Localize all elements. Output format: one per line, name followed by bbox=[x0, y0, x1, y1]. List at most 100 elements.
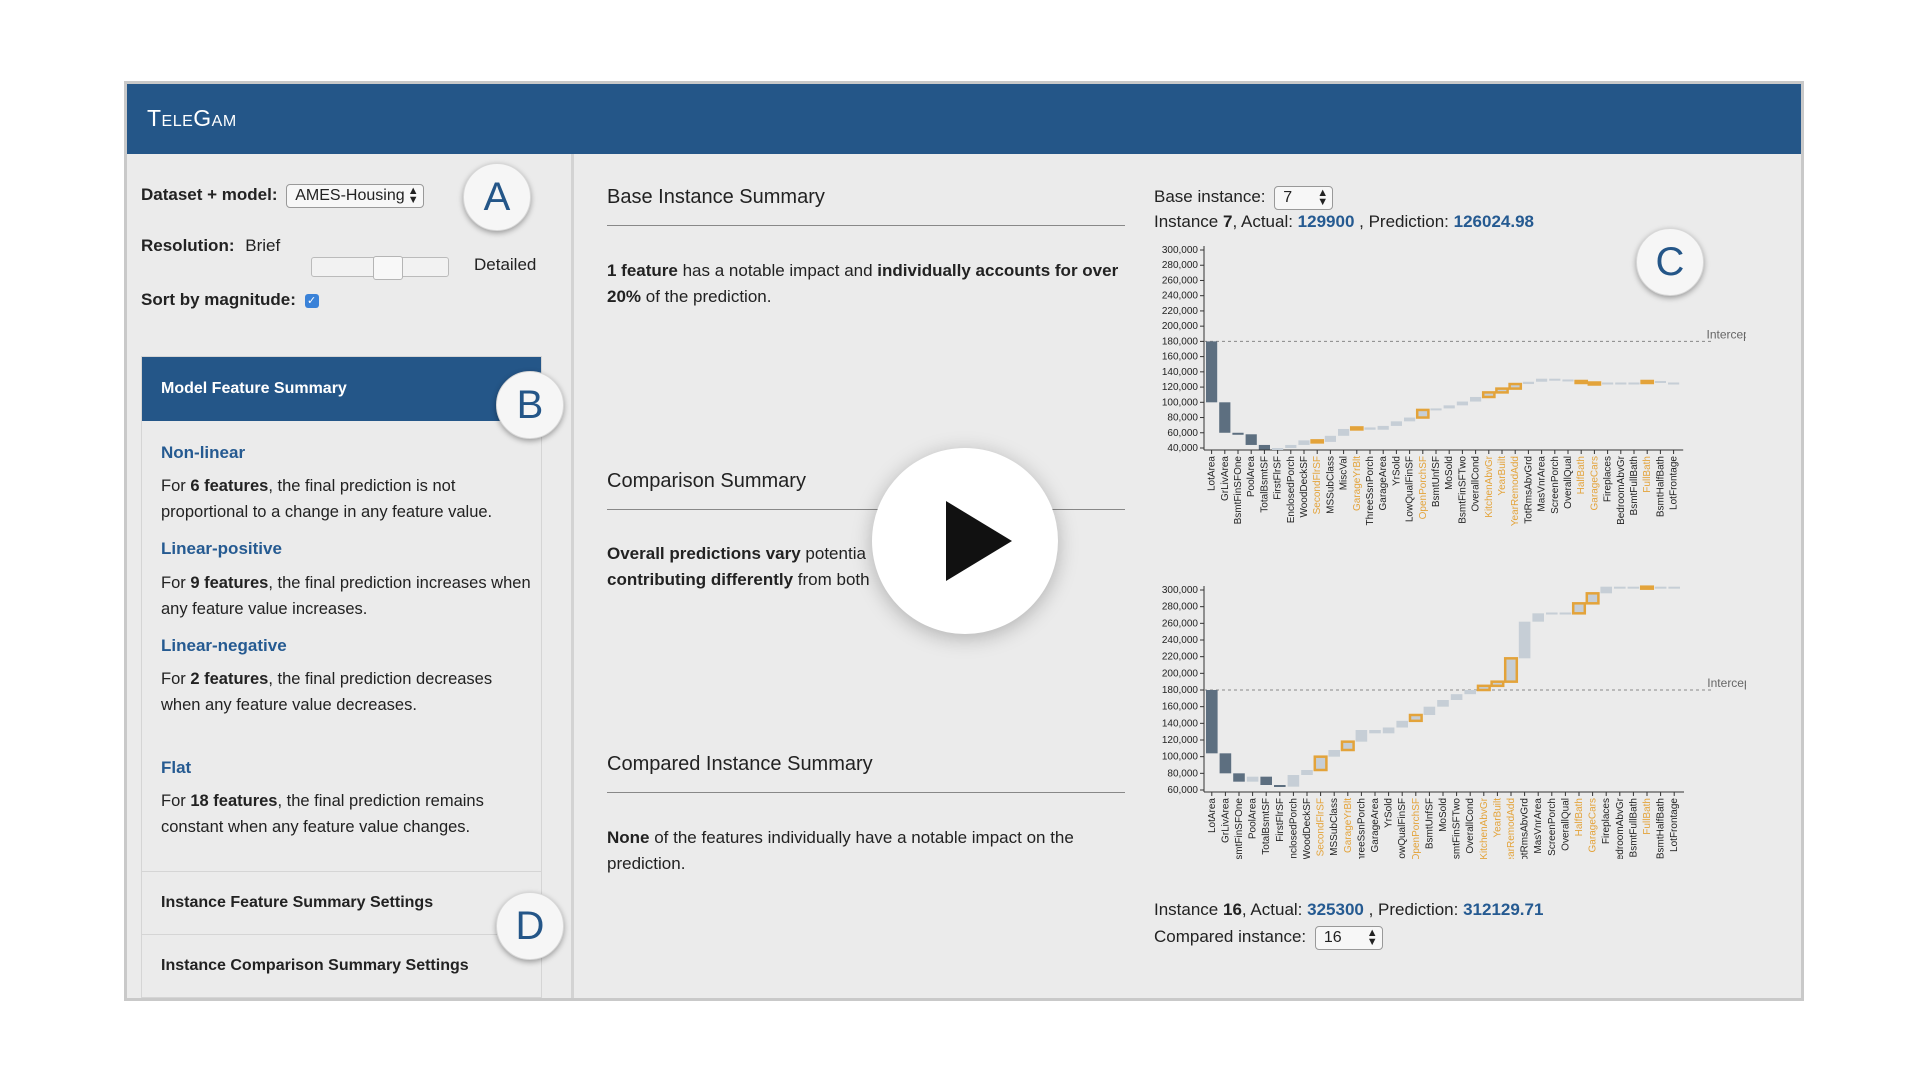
waterfall-bar bbox=[1614, 586, 1626, 589]
waterfall-bar bbox=[1522, 381, 1534, 385]
x-tick-label: BsmtFinSFOne bbox=[1234, 798, 1245, 859]
x-tick-label: BsmtHalfBath bbox=[1655, 456, 1666, 517]
instance-comparison-settings[interactable]: Instance Comparison Summary Settings bbox=[142, 934, 541, 996]
waterfall-bar bbox=[1470, 396, 1482, 402]
x-tick-label: FullBath bbox=[1642, 456, 1653, 493]
waterfall-bar bbox=[1476, 684, 1491, 692]
desc-text: For bbox=[161, 574, 191, 592]
model-feature-summary-panel: Model Feature Summary Non-linear For 6 f… bbox=[141, 356, 542, 998]
waterfall-bar bbox=[1437, 700, 1449, 707]
intercept-label: Intercept bbox=[1706, 327, 1746, 341]
x-tick-label: MSSubClass bbox=[1325, 456, 1336, 514]
waterfall-bar bbox=[1602, 382, 1614, 385]
compared-instance-info: Instance 16, Actual: 325300 , Prediction… bbox=[1154, 900, 1543, 920]
x-tick-label: HalfBath bbox=[1576, 456, 1587, 494]
waterfall-bar bbox=[1232, 432, 1244, 435]
x-tick-label: BsmtUnfSF bbox=[1431, 456, 1442, 507]
y-tick-label: 140,000 bbox=[1162, 718, 1199, 729]
y-tick-label: 100,000 bbox=[1162, 397, 1199, 408]
waterfall-bar bbox=[1382, 727, 1395, 734]
instance-number: 7 bbox=[1223, 212, 1233, 231]
select-arrows-icon: ▲ ▼ bbox=[1366, 927, 1378, 948]
desc-text: For bbox=[161, 477, 191, 495]
x-tick-label: YearRemodAdd bbox=[1506, 798, 1517, 859]
y-tick-label: 220,000 bbox=[1162, 652, 1199, 663]
waterfall-bar bbox=[1274, 785, 1286, 787]
waterfall-bar bbox=[1423, 706, 1436, 715]
desc-text: For bbox=[161, 670, 191, 688]
waterfall-bar bbox=[1456, 401, 1468, 406]
y-tick-label: 240,000 bbox=[1162, 635, 1199, 646]
waterfall-bar bbox=[1571, 602, 1587, 615]
dataset-select[interactable]: AMES-Housing ▲ ▼ bbox=[286, 184, 424, 208]
waterfall-bar bbox=[1313, 755, 1328, 772]
compared-waterfall-chart: 300,000 280,000 260,000 240,000 220,000 200,0… bbox=[1162, 585, 1746, 859]
x-tick-label: YrSold bbox=[1391, 456, 1402, 486]
waterfall-bar bbox=[1654, 586, 1667, 589]
x-tick-label: GrLivArea bbox=[1220, 456, 1231, 501]
play-button[interactable] bbox=[872, 448, 1058, 634]
waterfall-bar bbox=[1219, 402, 1231, 433]
x-tick-label: MoSold bbox=[1444, 456, 1455, 490]
sort-checkbox[interactable]: ✓ bbox=[304, 293, 319, 308]
summary-text: potentia bbox=[800, 544, 866, 563]
waterfall-bar bbox=[1340, 740, 1355, 752]
category-description: For 18 features, the final prediction re… bbox=[161, 788, 531, 840]
x-tick-label: FirstFlrSF bbox=[1275, 798, 1286, 842]
panel-header[interactable]: Model Feature Summary bbox=[142, 357, 541, 421]
waterfall-bar bbox=[1490, 680, 1505, 688]
x-tick-label: TotRmsAbvGrd bbox=[1520, 798, 1531, 859]
y-tick-label: 80,000 bbox=[1167, 413, 1198, 424]
x-tick-label: GarageCars bbox=[1588, 798, 1599, 852]
waterfall-bar bbox=[1518, 621, 1531, 659]
resolution-slider[interactable] bbox=[311, 256, 449, 280]
waterfall-bar bbox=[1349, 426, 1364, 431]
summary-bold: contributing differently bbox=[607, 570, 794, 589]
waterfall-bar bbox=[1258, 444, 1270, 450]
x-tick-label: ThreeSsnPorch bbox=[1365, 456, 1376, 525]
x-tick-label: GarageArea bbox=[1370, 798, 1381, 853]
waterfall-bar bbox=[1310, 439, 1325, 444]
x-tick-label: GarageCars bbox=[1589, 456, 1600, 510]
waterfall-bar bbox=[1481, 391, 1496, 399]
title-bar: TeleGam bbox=[127, 84, 1801, 154]
select-arrows-icon: ▲ ▼ bbox=[1317, 187, 1329, 208]
x-tick-label: SecondFlrSF bbox=[1312, 456, 1323, 514]
compared-instance-row: Compared instance: 16 ▲ ▼ bbox=[1154, 926, 1383, 950]
y-tick-label: 100,000 bbox=[1162, 752, 1199, 763]
waterfall-bar bbox=[1369, 730, 1381, 734]
y-tick-label: 200,000 bbox=[1162, 668, 1199, 679]
desc-count: 18 features bbox=[190, 792, 278, 810]
instance-feature-settings[interactable]: Instance Feature Summary Settings bbox=[142, 871, 541, 933]
dataset-select-value: AMES-Housing bbox=[295, 187, 405, 204]
category-title: Linear-positive bbox=[161, 539, 282, 558]
x-tick-label: LotFrontage bbox=[1669, 456, 1680, 510]
waterfall-bar bbox=[1233, 773, 1245, 782]
x-tick-label: ScreenPorch bbox=[1547, 798, 1558, 856]
base-instance-select[interactable]: 7 ▲ ▼ bbox=[1274, 186, 1334, 210]
y-tick-label: 260,000 bbox=[1162, 618, 1199, 629]
x-tick-label: WoodDeckSF bbox=[1299, 456, 1310, 518]
waterfall-bar bbox=[1654, 380, 1666, 383]
y-tick-label: 80,000 bbox=[1167, 768, 1198, 779]
prediction-value: 126024.98 bbox=[1453, 212, 1534, 231]
waterfall-bar bbox=[1536, 378, 1548, 382]
compared-instance-select[interactable]: 16 ▲ ▼ bbox=[1314, 926, 1383, 950]
waterfall-bar bbox=[1430, 408, 1442, 411]
desc-text: , the final prediction decreases when an… bbox=[161, 670, 493, 714]
y-tick-label: 60,000 bbox=[1167, 785, 1198, 796]
instance-number: 16 bbox=[1223, 900, 1242, 919]
x-tick-label: Fireplaces bbox=[1601, 798, 1612, 844]
x-tick-label: MiscVal bbox=[1339, 456, 1350, 490]
waterfall-bar bbox=[1668, 382, 1680, 385]
y-tick-label: 120,000 bbox=[1162, 735, 1199, 746]
waterfall-bar bbox=[1464, 690, 1476, 695]
y-tick-label: 160,000 bbox=[1162, 702, 1199, 713]
x-tick-label: OverallCond bbox=[1471, 456, 1482, 512]
x-tick-label: GarageYrBlt bbox=[1352, 456, 1363, 511]
app-window: TeleGam Dataset + model: AMES-Housing ▲ ▼… bbox=[124, 81, 1804, 1001]
actual-value: 129900 bbox=[1297, 212, 1355, 231]
resolution-slider-thumb[interactable] bbox=[373, 256, 403, 280]
y-tick-label: 280,000 bbox=[1162, 260, 1199, 271]
x-tick-label: TotRmsAbvGrd bbox=[1523, 456, 1534, 524]
